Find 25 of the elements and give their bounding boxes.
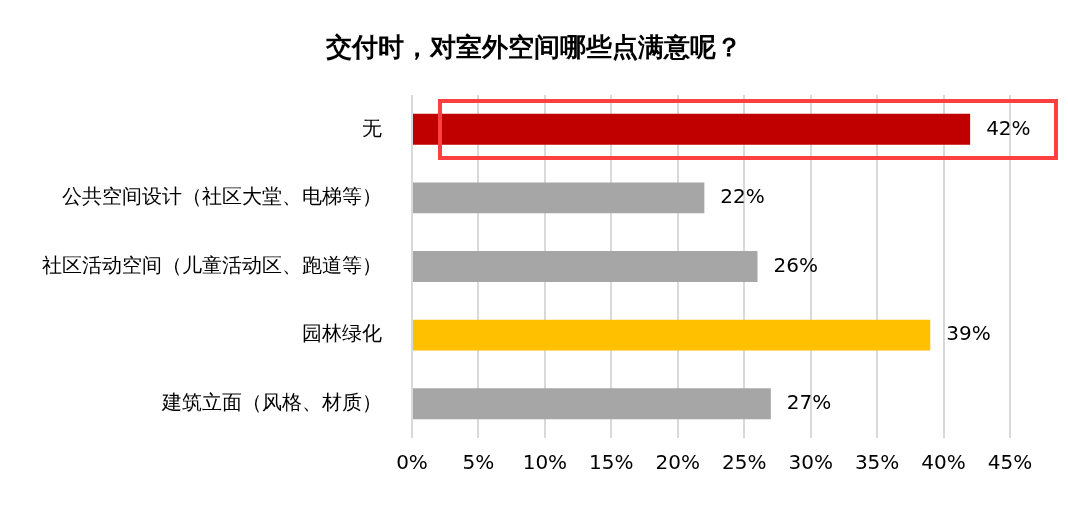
bar <box>413 388 771 420</box>
data-label: 26% <box>773 252 818 277</box>
y-tick-label: 社区活动空间（儿童活动区、跑道等） <box>42 252 382 277</box>
chart-title: 交付时，对室外空间哪些点满意呢？ <box>325 31 743 64</box>
data-label: 27% <box>786 389 832 414</box>
x-tick-label: 30% <box>788 450 833 475</box>
data-label: 39% <box>946 321 991 346</box>
y-tick-label: 园林绿化 <box>302 321 382 346</box>
y-tick-label: 无 <box>362 115 382 140</box>
bar <box>413 251 758 282</box>
x-tick-label: 35% <box>854 450 900 475</box>
y-tick-label: 建筑立面（风格、材质） <box>161 389 382 414</box>
bar <box>413 182 705 214</box>
x-tick-label: 10% <box>522 450 568 475</box>
x-tick-label: 15% <box>589 450 634 475</box>
data-label: 22% <box>720 184 765 209</box>
x-tick-label: 45% <box>987 450 1033 475</box>
data-label: 42% <box>986 115 1031 140</box>
x-tick-label: 20% <box>655 450 700 475</box>
x-tick-label: 25% <box>722 450 767 475</box>
x-tick-label: 5% <box>462 450 495 475</box>
x-tick-label: 40% <box>921 450 966 475</box>
bar <box>413 319 931 351</box>
y-tick-label: 公共空间设计（社区大堂、电梯等） <box>62 184 382 209</box>
x-tick-label: 0% <box>396 450 428 475</box>
